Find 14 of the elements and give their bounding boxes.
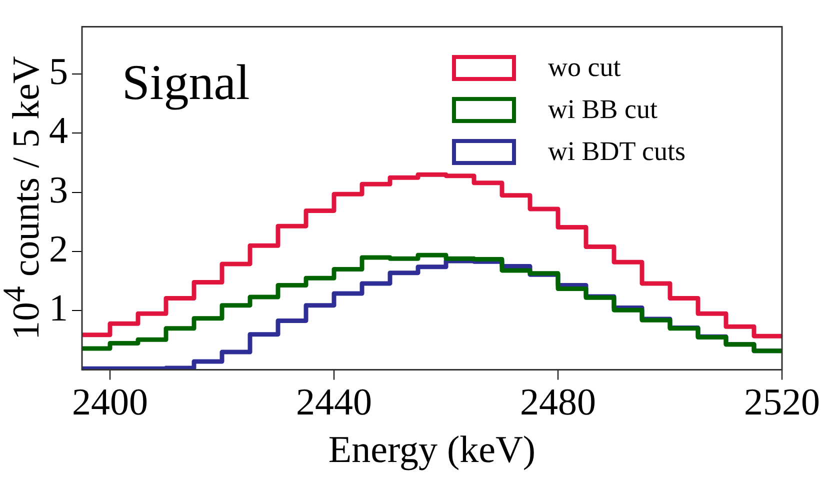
legend-label: wi BB cut <box>548 94 658 124</box>
y-tick-label: 2 <box>49 228 68 271</box>
legend-label: wo cut <box>548 52 621 82</box>
x-tick-label: 2400 <box>72 382 148 424</box>
x-tick-label: 2520 <box>744 382 820 424</box>
x-tick-label: 2440 <box>296 382 372 424</box>
y-tick-label: 5 <box>49 51 68 94</box>
text: Signal <box>122 54 250 110</box>
y-tick-label: 3 <box>49 169 68 212</box>
legend-label: wi BDT cuts <box>548 136 686 166</box>
y-tick-label: 1 <box>49 288 68 330</box>
y-tick-label: 4 <box>49 110 68 152</box>
x-axis-title: Energy (keV) <box>328 429 536 472</box>
x-tick-label: 2480 <box>520 382 596 424</box>
